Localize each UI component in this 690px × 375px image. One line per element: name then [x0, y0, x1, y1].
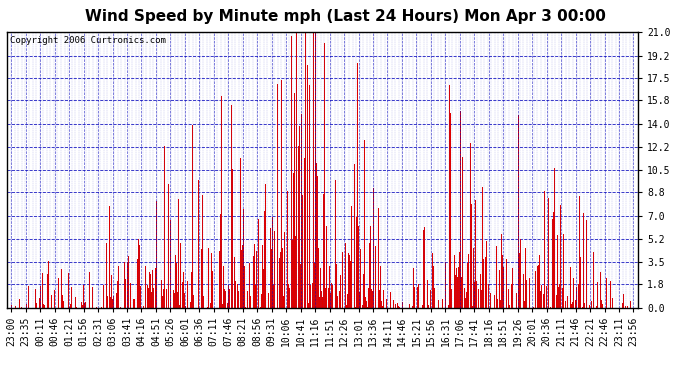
- Text: Copyright 2006 Curtronics.com: Copyright 2006 Curtronics.com: [10, 36, 166, 45]
- Text: Wind Speed by Minute mph (Last 24 Hours) Mon Apr 3 00:00: Wind Speed by Minute mph (Last 24 Hours)…: [85, 9, 605, 24]
